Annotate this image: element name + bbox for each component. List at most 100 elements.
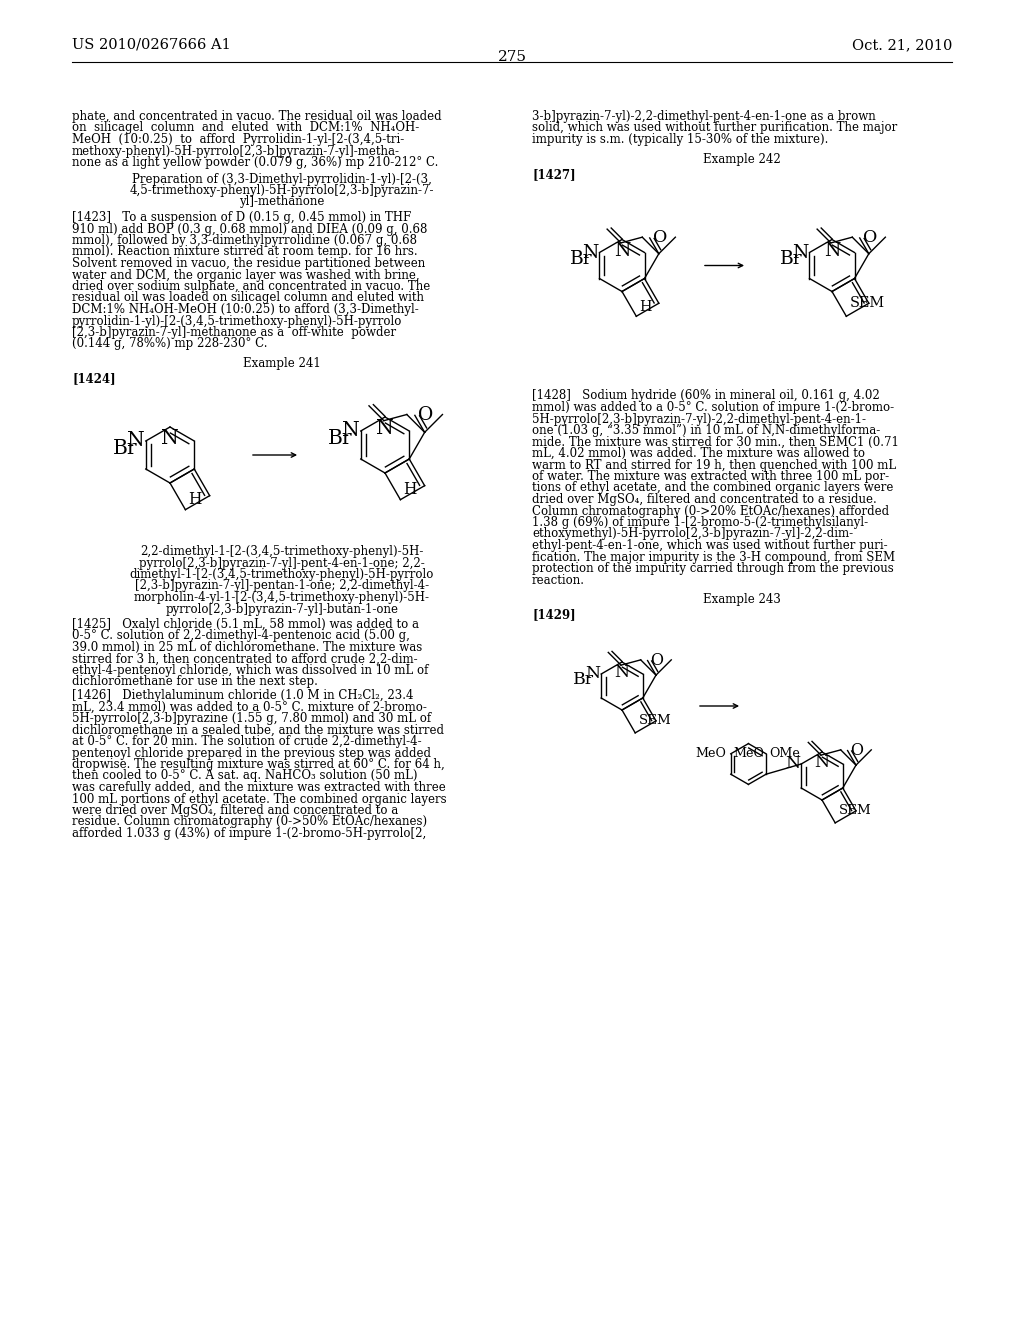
Text: protection of the impurity carried through from the previous: protection of the impurity carried throu… <box>532 562 894 576</box>
Text: Br: Br <box>569 249 592 268</box>
Text: 0-5° C. solution of 2,2-dimethyl-4-pentenoic acid (5.00 g,: 0-5° C. solution of 2,2-dimethyl-4-pente… <box>72 630 410 643</box>
Text: H: H <box>403 482 417 499</box>
Text: Br: Br <box>329 429 353 447</box>
Text: morpholin-4-yl-1-[2-(3,4,5-trimethoxy-phenyl)-5H-: morpholin-4-yl-1-[2-(3,4,5-trimethoxy-ph… <box>134 591 430 605</box>
Text: [1427]: [1427] <box>532 168 575 181</box>
Text: methoxy-phenyl)-5H-pyrrolo[2,3-b]pyrazin-7-yl]-metha-: methoxy-phenyl)-5H-pyrrolo[2,3-b]pyrazin… <box>72 144 400 157</box>
Text: N: N <box>614 664 630 681</box>
Text: dimethyl-1-[2-(3,4,5-trimethoxy-phenyl)-5H-pyrrolo: dimethyl-1-[2-(3,4,5-trimethoxy-phenyl)-… <box>130 568 434 581</box>
Text: Br: Br <box>114 438 138 458</box>
Text: pentenoyl chloride prepared in the previous step was added: pentenoyl chloride prepared in the previ… <box>72 747 431 759</box>
Text: [1423]   To a suspension of D (0.15 g, 0.45 mmol) in THF: [1423] To a suspension of D (0.15 g, 0.4… <box>72 211 412 224</box>
Text: 275: 275 <box>498 50 526 63</box>
Text: warm to RT and stirred for 19 h, then quenched with 100 mL: warm to RT and stirred for 19 h, then qu… <box>532 458 896 471</box>
Text: O: O <box>863 230 878 247</box>
Text: O: O <box>650 652 664 669</box>
Text: dropwise. The resulting mixture was stirred at 60° C. for 64 h,: dropwise. The resulting mixture was stir… <box>72 758 444 771</box>
Text: pyrrolo[2,3-b]pyrazin-7-yl]-pent-4-en-1-one; 2,2-: pyrrolo[2,3-b]pyrazin-7-yl]-pent-4-en-1-… <box>139 557 425 569</box>
Text: mmol). Reaction mixture stirred at room temp. for 16 hrs.: mmol). Reaction mixture stirred at room … <box>72 246 418 259</box>
Text: H: H <box>639 300 651 314</box>
Text: Br: Br <box>573 672 595 689</box>
Text: yl]-methanone: yl]-methanone <box>240 195 325 209</box>
Text: N: N <box>161 429 179 449</box>
Text: N: N <box>582 243 598 261</box>
Text: 910 ml) add BOP (0.3 g, 0.68 mmol) and DIEA (0.09 g, 0.68: 910 ml) add BOP (0.3 g, 0.68 mmol) and D… <box>72 223 427 235</box>
Text: O: O <box>851 742 863 759</box>
Text: N: N <box>784 755 800 772</box>
Text: 5H-pyrrolo[2,3-b]pyrazine (1.55 g, 7.80 mmol) and 30 mL of: 5H-pyrrolo[2,3-b]pyrazine (1.55 g, 7.80 … <box>72 711 431 725</box>
Text: 39.0 mmol) in 25 mL of dichloromethane. The mixture was: 39.0 mmol) in 25 mL of dichloromethane. … <box>72 642 422 653</box>
Text: ethyl-4-pentenoyl chloride, which was dissolved in 10 mL of: ethyl-4-pentenoyl chloride, which was di… <box>72 664 428 677</box>
Text: MeO: MeO <box>695 747 726 760</box>
Text: stirred for 3 h, then concentrated to afford crude 2,2-dim-: stirred for 3 h, then concentrated to af… <box>72 652 418 665</box>
Text: reaction.: reaction. <box>532 573 585 586</box>
Text: mL, 4.02 mmol) was added. The mixture was allowed to: mL, 4.02 mmol) was added. The mixture wa… <box>532 447 865 459</box>
Text: 5H-pyrrolo[2,3-b]pyrazin-7-yl)-2,2-dimethyl-pent-4-en-1-: 5H-pyrrolo[2,3-b]pyrazin-7-yl)-2,2-dimet… <box>532 412 866 425</box>
Text: N: N <box>613 242 630 260</box>
Text: [1426]   Diethylaluminum chloride (1.0 M in CH₂Cl₂, 23.4: [1426] Diethylaluminum chloride (1.0 M i… <box>72 689 414 702</box>
Text: was carefully added, and the mixture was extracted with three: was carefully added, and the mixture was… <box>72 781 445 795</box>
Text: pyrrolo[2,3-b]pyrazin-7-yl]-butan-1-one: pyrrolo[2,3-b]pyrazin-7-yl]-butan-1-one <box>166 602 398 615</box>
Text: O: O <box>653 230 668 247</box>
Text: OMe: OMe <box>770 747 801 760</box>
Text: 2,2-dimethyl-1-[2-(3,4,5-trimethoxy-phenyl)-5H-: 2,2-dimethyl-1-[2-(3,4,5-trimethoxy-phen… <box>140 545 424 558</box>
Text: [1429]: [1429] <box>532 609 575 622</box>
Text: [2,3-b]pyrazin-7-yl]-methanone as a  off-white  powder: [2,3-b]pyrazin-7-yl]-methanone as a off-… <box>72 326 396 339</box>
Text: N: N <box>824 242 840 260</box>
Text: Preparation of (3,3-Dimethyl-pyrrolidin-1-yl)-[2-(3,: Preparation of (3,3-Dimethyl-pyrrolidin-… <box>132 173 432 186</box>
Text: SEM: SEM <box>850 296 886 310</box>
Text: Column chromatography (0->20% EtOAc/hexanes) afforded: Column chromatography (0->20% EtOAc/hexa… <box>532 504 889 517</box>
Text: dried over sodium sulphate, and concentrated in vacuo. The: dried over sodium sulphate, and concentr… <box>72 280 430 293</box>
Text: SEM: SEM <box>639 714 672 727</box>
Text: MeOH  (10:0.25)  to  afford  Pyrrolidin-1-yl-[2-(3,4,5-tri-: MeOH (10:0.25) to afford Pyrrolidin-1-yl… <box>72 133 404 147</box>
Text: phate, and concentrated in vacuo. The residual oil was loaded: phate, and concentrated in vacuo. The re… <box>72 110 441 123</box>
Text: SEM: SEM <box>839 804 871 817</box>
Text: dichloromethane for use in the next step.: dichloromethane for use in the next step… <box>72 676 317 689</box>
Text: [1425]   Oxalyl chloride (5.1 mL, 58 mmol) was added to a: [1425] Oxalyl chloride (5.1 mL, 58 mmol)… <box>72 618 419 631</box>
Text: at 0-5° C. for 20 min. The solution of crude 2,2-dimethyl-4-: at 0-5° C. for 20 min. The solution of c… <box>72 735 422 748</box>
Text: Oct. 21, 2010: Oct. 21, 2010 <box>852 38 952 51</box>
Text: N: N <box>814 754 829 771</box>
Text: water and DCM, the organic layer was washed with brine,: water and DCM, the organic layer was was… <box>72 268 420 281</box>
Text: Example 243: Example 243 <box>703 593 781 606</box>
Text: residual oil was loaded on silicagel column and eluted with: residual oil was loaded on silicagel col… <box>72 292 424 305</box>
Text: were dried over MgSO₄, filtered and concentrated to a: were dried over MgSO₄, filtered and conc… <box>72 804 398 817</box>
Text: one (1.03 g, “3.35 mmol”) in 10 mL of N,N-dimethylforma-: one (1.03 g, “3.35 mmol”) in 10 mL of N,… <box>532 424 881 437</box>
Text: mL, 23.4 mmol) was added to a 0-5° C. mixture of 2-bromo-: mL, 23.4 mmol) was added to a 0-5° C. mi… <box>72 701 427 714</box>
Text: mmol) was added to a 0-5° C. solution of impure 1-(2-bromo-: mmol) was added to a 0-5° C. solution of… <box>532 401 894 414</box>
Text: [1424]: [1424] <box>72 372 116 385</box>
Text: ethoxymethyl)-5H-pyrrolo[2,3-b]pyrazin-7-yl]-2,2-dim-: ethoxymethyl)-5H-pyrrolo[2,3-b]pyrazin-7… <box>532 528 853 540</box>
Text: fication. The major impurity is the 3-H compound, from SEM: fication. The major impurity is the 3-H … <box>532 550 895 564</box>
Text: ethyl-pent-4-en-1-one, which was used without further puri-: ethyl-pent-4-en-1-one, which was used wi… <box>532 539 888 552</box>
Text: N: N <box>342 421 359 441</box>
Text: [1428]   Sodium hydride (60% in mineral oil, 0.161 g, 4.02: [1428] Sodium hydride (60% in mineral oi… <box>532 389 880 403</box>
Text: O: O <box>418 407 433 424</box>
Text: dried over MgSO₄, filtered and concentrated to a residue.: dried over MgSO₄, filtered and concentra… <box>532 492 877 506</box>
Text: residue. Column chromatography (0->50% EtOAc/hexanes): residue. Column chromatography (0->50% E… <box>72 816 427 829</box>
Text: N: N <box>585 665 600 682</box>
Text: none as a light yellow powder (0.079 g, 36%) mp 210-212° C.: none as a light yellow powder (0.079 g, … <box>72 156 438 169</box>
Text: N: N <box>376 420 394 438</box>
Text: Br: Br <box>779 249 802 268</box>
Text: N: N <box>792 243 808 261</box>
Text: mmol), followed by 3,3-dimethylpyrrolidine (0.067 g, 0.68: mmol), followed by 3,3-dimethylpyrrolidi… <box>72 234 417 247</box>
Text: 1.38 g (69%) of impure 1-[2-bromo-5-(2-trimethylsilanyl-: 1.38 g (69%) of impure 1-[2-bromo-5-(2-t… <box>532 516 868 529</box>
Text: US 2010/0267666 A1: US 2010/0267666 A1 <box>72 38 230 51</box>
Text: afforded 1.033 g (43%) of impure 1-(2-bromo-5H-pyrrolo[2,: afforded 1.033 g (43%) of impure 1-(2-br… <box>72 828 426 840</box>
Text: N: N <box>127 432 144 450</box>
Text: on  silicagel  column  and  eluted  with  DCM:1%  NH₄OH-: on silicagel column and eluted with DCM:… <box>72 121 419 135</box>
Text: impurity is s.m. (typically 15-30% of the mixture).: impurity is s.m. (typically 15-30% of th… <box>532 133 828 147</box>
Text: 4,5-trimethoxy-phenyl)-5H-pyrrolo[2,3-b]pyrazin-7-: 4,5-trimethoxy-phenyl)-5H-pyrrolo[2,3-b]… <box>130 183 434 197</box>
Text: Example 241: Example 241 <box>243 356 321 370</box>
Text: (0.144 g, 78%%) mp 228-230° C.: (0.144 g, 78%%) mp 228-230° C. <box>72 338 267 351</box>
Text: then cooled to 0-5° C. A sat. aq. NaHCO₃ solution (50 mL): then cooled to 0-5° C. A sat. aq. NaHCO₃… <box>72 770 418 783</box>
Text: pyrrolidin-1-yl)-[2-(3,4,5-trimethoxy-phenyl)-5H-pyrrolo: pyrrolidin-1-yl)-[2-(3,4,5-trimethoxy-ph… <box>72 314 402 327</box>
Text: [2,3-b]pyrazin-7-yl]-pentan-1-one; 2,2-dimethyl-4-: [2,3-b]pyrazin-7-yl]-pentan-1-one; 2,2-d… <box>135 579 429 593</box>
Text: tions of ethyl acetate, and the combined organic layers were: tions of ethyl acetate, and the combined… <box>532 482 893 495</box>
Text: Solvent removed in vacuo, the residue partitioned between: Solvent removed in vacuo, the residue pa… <box>72 257 425 271</box>
Text: of water. The mixture was extracted with three 100 mL por-: of water. The mixture was extracted with… <box>532 470 889 483</box>
Text: 100 mL portions of ethyl acetate. The combined organic layers: 100 mL portions of ethyl acetate. The co… <box>72 792 446 805</box>
Text: solid, which was used without further purification. The major: solid, which was used without further pu… <box>532 121 897 135</box>
Text: MeO: MeO <box>733 747 764 760</box>
Text: DCM:1% NH₄OH-MeOH (10:0.25) to afford (3,3-Dimethyl-: DCM:1% NH₄OH-MeOH (10:0.25) to afford (3… <box>72 304 419 315</box>
